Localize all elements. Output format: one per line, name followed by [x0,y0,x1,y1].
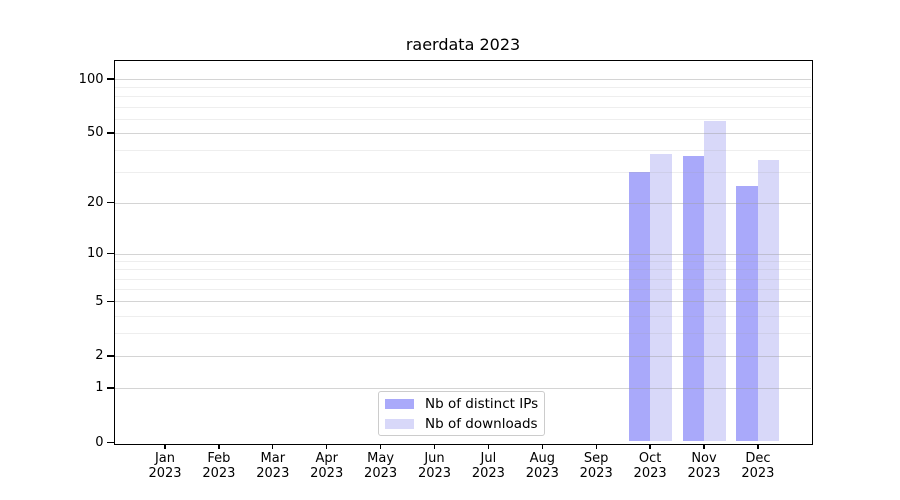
x-tick [757,444,759,449]
x-tick-label: Jul 2023 [471,450,505,482]
gridline-minor [115,269,811,271]
gridline-major [115,253,811,255]
gridline-major [115,387,811,389]
gridline-minor [115,261,811,263]
x-tick-label: Apr 2023 [310,450,344,482]
gridline-major [115,301,811,303]
y-tick [106,387,114,389]
gridline-minor [115,278,811,280]
x-tick-label: Aug 2023 [525,450,559,482]
bar-downloads [757,160,780,441]
x-tick [379,444,382,449]
y-tick-label: 10 [86,246,104,262]
y-tick [106,355,114,357]
y-tick [106,78,114,80]
chart-title: raerdata 2023 [405,35,521,54]
gridline-major [115,202,811,204]
legend-item-distinct-ips: Nb of distinct IPs [385,396,544,412]
x-tick [326,444,328,449]
x-tick-label: Feb 2023 [202,450,236,482]
legend-swatch-downloads [385,418,414,429]
y-tick [106,202,114,204]
x-tick-label: Oct 2023 [633,450,667,482]
x-tick [649,444,651,449]
gridline-minor [115,96,811,98]
gridline-minor [115,118,811,120]
gridline-minor [115,333,811,335]
legend-label-downloads: Nb of downloads [425,415,538,432]
x-tick [218,444,220,449]
x-tick-label: Sep 2023 [579,450,613,482]
x-tick [433,444,436,449]
x-tick-label: Dec 2023 [741,450,775,482]
y-tick [106,252,114,255]
y-tick [106,300,114,303]
x-tick [164,444,166,449]
gridline-minor [115,106,811,108]
legend-label-distinct-ips: Nb of distinct IPs [425,395,539,412]
gridline-minor [115,172,811,174]
gridline-major [115,132,811,134]
legend-swatch-distinct-ips [385,398,414,409]
bar-downloads [704,121,726,441]
bar-distinct-ips [736,185,758,441]
y-tick-label: 2 [95,348,104,364]
legend: Nb of distinct IPs Nb of downloads [378,391,545,436]
y-tick-label: 5 [95,293,104,309]
y-tick-label: 20 [86,195,104,211]
gridline-major [115,355,811,357]
x-tick-label: Jan 2023 [148,450,182,482]
x-tick-label: Nov 2023 [687,450,721,482]
y-tick-label: 100 [78,71,104,87]
x-tick-label: May 2023 [364,450,398,482]
x-tick-label: Jun 2023 [417,450,452,482]
x-tick [541,444,543,449]
x-tick-label: Mar 2023 [256,450,290,482]
bar-distinct-ips [628,172,651,441]
x-tick [487,444,490,449]
gridline-minor [115,87,811,89]
gridline-minor [115,315,811,317]
bar-downloads [650,153,672,441]
bar-distinct-ips [682,156,704,441]
y-tick [106,132,114,134]
gridline-minor [115,289,811,291]
y-tick [106,441,114,444]
y-tick-label: 50 [86,125,104,141]
legend-item-downloads: Nb of downloads [385,416,544,432]
y-tick-label: 0 [95,435,104,450]
y-tick-label: 1 [95,380,104,396]
gridline-minor [115,150,811,152]
x-tick [703,444,705,449]
gridline-major [115,79,811,81]
x-tick [595,444,597,449]
x-tick [272,444,274,449]
